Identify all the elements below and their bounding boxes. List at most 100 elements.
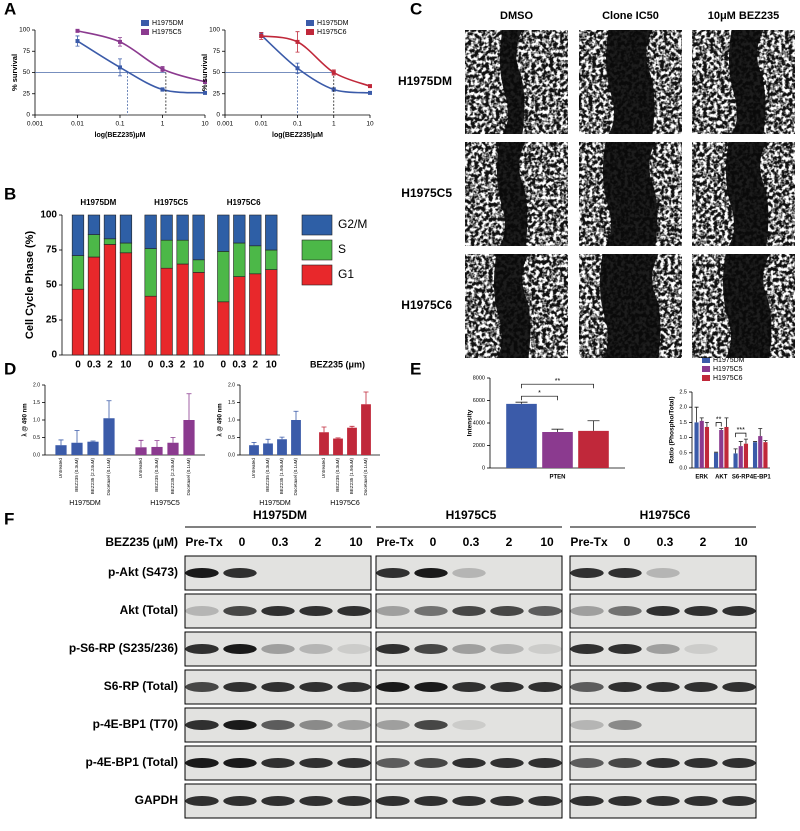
blot-band xyxy=(528,682,562,692)
y-tick-label: 0.5 xyxy=(228,435,235,441)
point xyxy=(118,65,122,70)
wound-gap xyxy=(605,30,655,134)
bar xyxy=(719,430,724,468)
wound-gap xyxy=(722,254,772,358)
bar-segment xyxy=(249,245,262,275)
legend-label: G2/M xyxy=(338,217,367,231)
curve xyxy=(261,35,371,87)
y-tick-label: 6000 xyxy=(473,398,485,404)
error-bar xyxy=(349,425,355,428)
bar xyxy=(724,426,729,468)
x-tick-label: 10 xyxy=(366,121,374,128)
bar-segment xyxy=(265,269,278,356)
y-axis-label: Cell Cycle Phase (%) xyxy=(24,231,36,340)
x-tick-label: 0 xyxy=(75,360,81,371)
blot-band xyxy=(452,796,486,806)
blot-band xyxy=(570,758,604,768)
blot-band xyxy=(376,682,410,692)
blot-band xyxy=(223,796,257,806)
group-label: H1975DM xyxy=(69,500,101,507)
point xyxy=(368,84,372,89)
x-tick-label: Untreated xyxy=(138,458,143,479)
x-tick-label: PTEN xyxy=(549,475,565,481)
bar xyxy=(694,422,699,468)
group-label: H1975C6 xyxy=(330,500,360,507)
group-label: H1975C6 xyxy=(227,198,261,207)
bar xyxy=(713,452,719,468)
wound-gap xyxy=(728,30,766,134)
blot-band xyxy=(414,682,448,692)
wound-gap xyxy=(493,254,531,358)
significance-bracket xyxy=(521,383,594,389)
blot-band xyxy=(414,568,448,578)
bar-segment xyxy=(176,214,189,241)
column-label: 10μM BEZ235 xyxy=(708,10,780,22)
bar-segment xyxy=(103,244,117,356)
error-bar xyxy=(279,436,285,440)
x-tick-label: 0.3 xyxy=(87,360,101,371)
point xyxy=(75,39,80,44)
blot-band xyxy=(376,644,410,654)
bar-segment xyxy=(160,239,173,269)
blot-band xyxy=(414,758,448,768)
error-bar xyxy=(293,410,299,420)
blot-band xyxy=(223,720,257,730)
x-tick-label: 2 xyxy=(180,360,186,371)
point xyxy=(160,87,165,92)
x-tick-label: 0.001 xyxy=(217,121,234,128)
blot-band xyxy=(570,606,604,616)
bar-segment xyxy=(233,276,246,356)
blot-band xyxy=(299,644,333,654)
lane-label: 2 xyxy=(506,535,513,549)
blot-band xyxy=(223,568,257,578)
bar-segment xyxy=(144,295,157,356)
blot-row-label: GAPDH xyxy=(135,793,178,807)
legend-label: S xyxy=(338,242,346,256)
x-tick-label: BEZ235 (0.3uM) xyxy=(154,458,159,492)
x-tick-label: 10 xyxy=(266,360,278,371)
legend-swatch xyxy=(301,264,333,286)
error-bar xyxy=(719,428,724,430)
y-tick-label: 0.5 xyxy=(33,435,40,441)
x-axis-label: BEZ235 (μm) xyxy=(310,359,365,369)
blot-band xyxy=(376,606,410,616)
blot-band xyxy=(684,644,718,654)
y-tick-label: 0 xyxy=(26,112,30,119)
blot-band xyxy=(261,720,295,730)
bar-segment xyxy=(249,214,262,247)
lane-label: 2 xyxy=(315,535,322,549)
bar xyxy=(333,438,343,455)
row-label: H1975DM xyxy=(398,74,452,88)
panel-label: F xyxy=(4,509,14,528)
blot-band xyxy=(608,720,642,730)
legend-swatch xyxy=(702,357,710,363)
legend-swatch xyxy=(141,20,149,26)
blot-band xyxy=(337,606,371,616)
legend-swatch xyxy=(301,239,333,261)
significance-bracket xyxy=(521,395,558,401)
x-tick-label: S6-RP xyxy=(732,475,750,481)
y-tick-label: 4000 xyxy=(473,420,485,426)
blot-group-label: H1975DM xyxy=(253,508,307,522)
blot-band xyxy=(722,606,756,616)
blot-band xyxy=(608,758,642,768)
error-bar xyxy=(724,417,729,427)
x-tick-label: BEZ235 (2.24uM) xyxy=(90,458,95,495)
point xyxy=(295,39,300,44)
error-bar xyxy=(74,430,80,443)
y-tick-label: 2.0 xyxy=(228,382,235,388)
curve xyxy=(77,40,206,94)
blot-strip xyxy=(375,707,563,743)
blot-band xyxy=(185,644,219,654)
legend-swatch xyxy=(141,29,149,35)
x-tick-label: 2 xyxy=(253,360,259,371)
legend-label: H1975C6 xyxy=(713,375,743,382)
blot-band xyxy=(299,682,333,692)
x-tick-label: Untreated xyxy=(58,458,63,479)
blot-band xyxy=(570,568,604,578)
y-tick-label: 0 xyxy=(482,465,485,471)
bar xyxy=(151,446,163,455)
blot-band xyxy=(528,644,562,654)
bar xyxy=(361,404,371,455)
error-bar xyxy=(694,406,699,423)
